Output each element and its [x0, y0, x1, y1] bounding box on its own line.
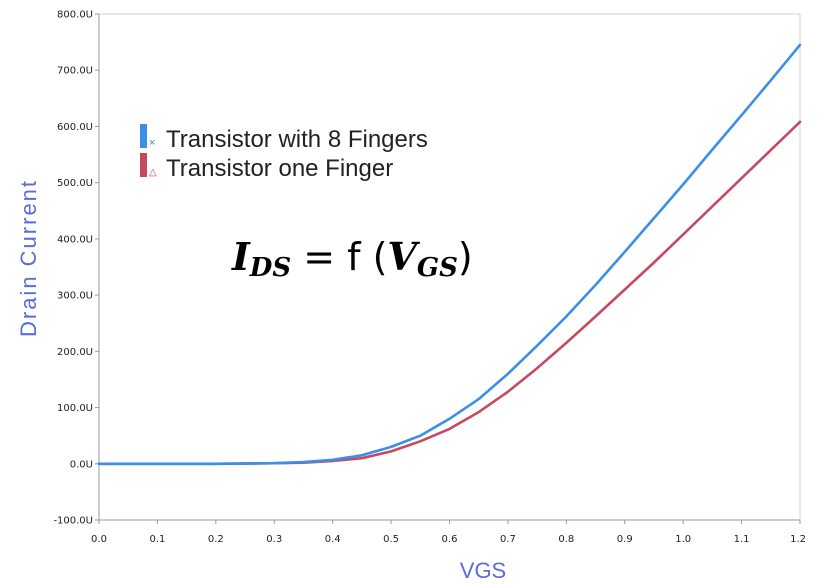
- legend-swatch-8-fingers: [140, 124, 147, 148]
- y-tick-label: 100.0U: [57, 403, 93, 414]
- legend-label-8-fingers: Transistor with 8 Fingers: [166, 126, 428, 153]
- series-line-8-fingers: [97, 43, 802, 466]
- x-axis-title: VGS: [460, 558, 506, 583]
- legend-swatch-one-finger: [140, 153, 147, 177]
- y-tick-label: 400.0U: [57, 234, 93, 245]
- legend-marker-one-finger: △: [149, 167, 157, 178]
- x-tick-label: 1.2: [790, 534, 806, 545]
- x-tick-label: 0.1: [149, 534, 165, 545]
- x-tick-label: 0.4: [325, 534, 341, 545]
- x-tick-label: 1.1: [734, 534, 750, 545]
- y-tick-label: 800.0U: [57, 10, 93, 21]
- x-tick-label: 0.9: [617, 534, 633, 545]
- y-tick-label: 700.0U: [57, 66, 93, 77]
- equation-annotation: IDS = f (VGS): [231, 234, 473, 283]
- x-tick-label: 0.6: [442, 534, 458, 545]
- y-tick-label: 300.0U: [57, 291, 93, 302]
- y-tick-label: 500.0U: [57, 178, 93, 189]
- x-tick-label: 0.7: [500, 534, 516, 545]
- y-tick-label: -100.0U: [53, 516, 93, 527]
- x-tick-label: 0.3: [266, 534, 282, 545]
- x-tick-label: 0.8: [558, 534, 574, 545]
- legend-label-one-finger: Transistor one Finger: [166, 155, 393, 182]
- x-tick-label: 0.2: [208, 534, 224, 545]
- legend: × Transistor with 8 Fingers △ Transistor…: [140, 124, 428, 182]
- y-tick-label: 200.0U: [57, 347, 93, 358]
- tick-layer: 0.0 0.1 0.2 0.3 0.4 0.5 0.6 0.7 0.8 0.9 1.0 1.1 1.2 8…: [53, 10, 806, 546]
- x-tick-label: 1.0: [675, 534, 691, 545]
- x-tick-label: 0.5: [383, 534, 399, 545]
- y-tick-label: 600.0U: [57, 122, 93, 133]
- series-layer: [97, 43, 802, 466]
- y-axis-title: Drain Current: [16, 179, 41, 337]
- legend-marker-8-fingers: ×: [149, 137, 155, 149]
- y-tick-label: 0.0U: [70, 459, 93, 470]
- x-tick-label: 0.0: [91, 534, 107, 545]
